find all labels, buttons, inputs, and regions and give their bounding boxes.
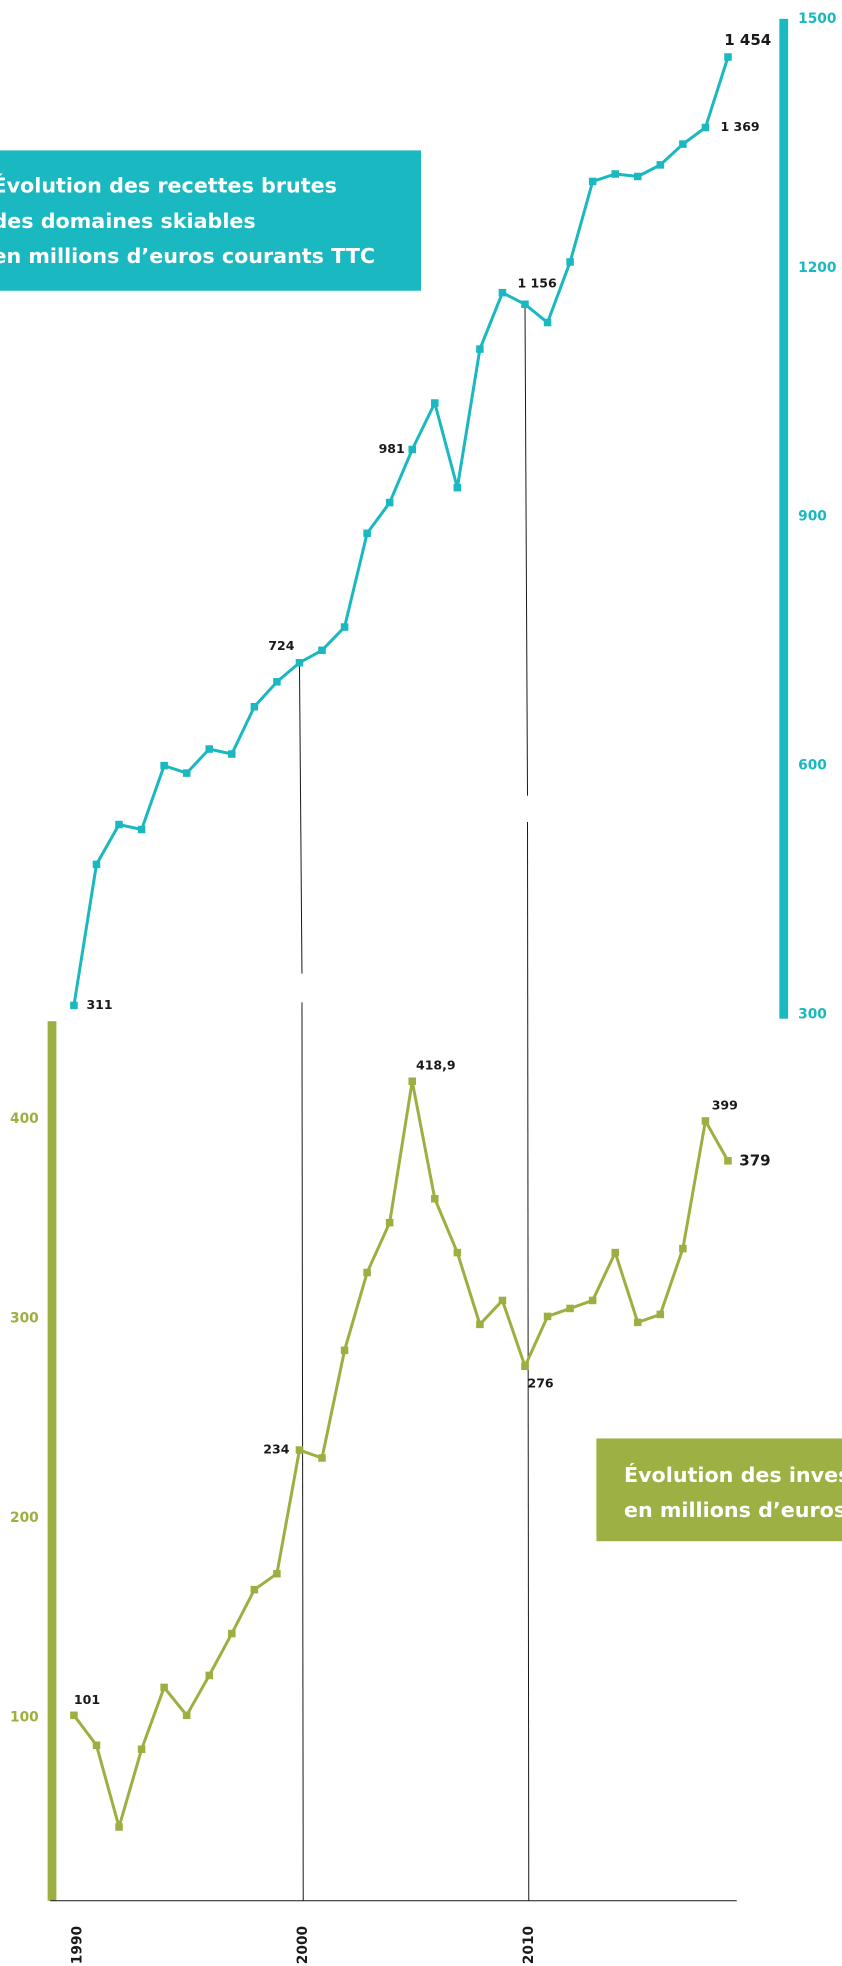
y-tick-label: 200	[10, 1510, 39, 1526]
point	[160, 1683, 168, 1692]
point	[295, 1446, 304, 1454]
point	[656, 161, 665, 169]
series-line	[72, 1079, 730, 1829]
point	[273, 1569, 281, 1578]
point	[137, 825, 146, 834]
annotation-box	[596, 1438, 842, 1542]
point	[137, 1745, 146, 1753]
point	[566, 258, 574, 266]
point	[453, 1248, 462, 1257]
point	[588, 177, 597, 186]
point	[724, 1157, 732, 1165]
point	[340, 1346, 349, 1355]
point	[476, 345, 484, 353]
y2-tick-label: 1500	[798, 11, 836, 27]
point	[228, 1629, 236, 1638]
point	[634, 172, 642, 181]
point	[92, 1741, 101, 1749]
point	[521, 1362, 529, 1371]
x-tick-label: 1990	[70, 1926, 86, 1964]
point	[340, 623, 349, 631]
point	[182, 1711, 191, 1720]
guide-line	[524, 304, 529, 796]
point	[408, 445, 416, 454]
value-label: 311	[86, 997, 112, 1012]
point	[160, 761, 168, 770]
value-label: 101	[74, 1692, 100, 1707]
point	[70, 1001, 78, 1010]
point	[385, 1218, 394, 1227]
point	[115, 820, 123, 829]
value-label: 418,9	[416, 1058, 456, 1073]
point	[408, 1077, 416, 1086]
point	[588, 1296, 597, 1305]
point	[385, 498, 394, 507]
annotation-text: en millions d’euros courants TTC	[0, 244, 375, 268]
y2-tick-label: 600	[798, 758, 827, 774]
annotation-text: des domaines skiables	[0, 209, 256, 233]
value-label: 1 156	[517, 276, 556, 291]
guide-line	[298, 662, 303, 974]
y2-axis-bar	[779, 18, 789, 1019]
point	[656, 1310, 665, 1319]
point	[273, 678, 281, 686]
y2-tick-label: 1200	[798, 260, 836, 276]
point	[92, 860, 101, 869]
point	[363, 1268, 371, 1277]
point	[228, 750, 236, 758]
point	[205, 1671, 214, 1680]
point	[543, 318, 552, 327]
value-label: 981	[379, 441, 405, 456]
point	[611, 170, 619, 178]
point	[431, 1194, 439, 1203]
value-label: 276	[528, 1375, 554, 1390]
value-label: 724	[268, 638, 294, 653]
point	[295, 658, 304, 667]
x-tick-label: 2010	[521, 1926, 537, 1964]
point	[724, 53, 732, 61]
annotation-text: en millions d’euros	[624, 1498, 842, 1522]
point	[453, 483, 462, 492]
point	[250, 1585, 259, 1594]
y-axis-bar	[47, 1021, 57, 1901]
point	[611, 1248, 619, 1257]
annotation-text: Évolution des investissements	[624, 1462, 842, 1487]
point	[543, 1312, 552, 1321]
y-tick-label: 100	[10, 1709, 39, 1725]
point	[363, 529, 371, 538]
point	[431, 399, 439, 407]
point	[70, 1711, 78, 1720]
y-tick-label: 400	[10, 1111, 39, 1127]
point	[679, 1244, 687, 1253]
point	[701, 1117, 710, 1125]
point	[318, 646, 326, 655]
annotation-box	[0, 150, 421, 291]
y2-tick-label: 300	[798, 1007, 827, 1023]
y2-tick-label: 900	[798, 509, 827, 525]
value-label: 234	[263, 1442, 289, 1457]
point	[476, 1320, 484, 1329]
value-label: 399	[712, 1097, 738, 1112]
y-tick-label: 300	[10, 1310, 39, 1326]
point	[498, 1296, 507, 1305]
point	[318, 1454, 326, 1462]
point	[182, 769, 191, 777]
annotation-text: Évolution des recettes brutes	[0, 173, 337, 198]
point	[250, 702, 259, 711]
point	[679, 140, 687, 148]
point	[521, 300, 529, 309]
point	[498, 288, 507, 297]
point	[566, 1304, 574, 1313]
point	[115, 1823, 123, 1831]
value-label: 1 454	[724, 31, 771, 49]
x-tick-label: 2000	[295, 1926, 311, 1964]
point	[634, 1318, 642, 1327]
value-label: 1 369	[720, 119, 759, 134]
point	[701, 123, 710, 132]
value-label: 379	[739, 1151, 770, 1169]
point	[205, 745, 214, 753]
